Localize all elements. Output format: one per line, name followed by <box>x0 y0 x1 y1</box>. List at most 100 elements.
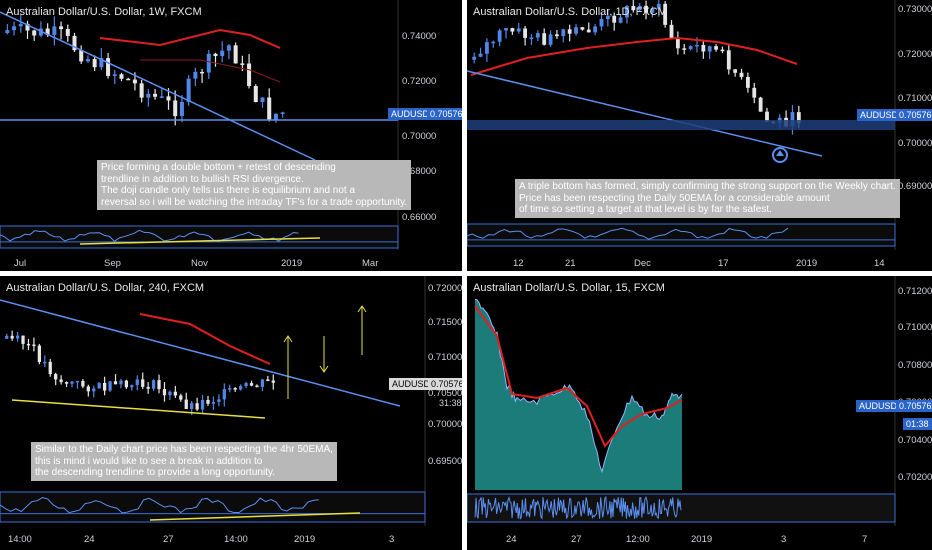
candle-body <box>714 46 718 50</box>
candle-body <box>32 344 36 347</box>
chart-title: Australian Dollar/U.S. Dollar, 1D, FXCM <box>473 6 667 18</box>
candle-body <box>267 97 272 120</box>
candle-body <box>529 37 534 40</box>
candle-body <box>211 401 216 404</box>
y-tick-label: 0.72000 <box>898 49 932 60</box>
candle-body <box>516 28 521 32</box>
candle-body <box>195 403 199 410</box>
candle-body <box>497 30 502 42</box>
oscillator-line <box>474 495 682 520</box>
chart-panel-weekly[interactable]: Australian Dollar/U.S. Dollar, 1W, FXCM … <box>0 0 462 271</box>
candle-body <box>555 34 559 37</box>
candle-body <box>112 74 117 76</box>
y-tick-label: 0.69000 <box>898 181 932 192</box>
candle-body <box>132 79 137 84</box>
analysis-note: A triple bottom has formed, simply confi… <box>515 179 900 218</box>
x-tick-label: 14:00 <box>8 534 32 545</box>
candle-body <box>25 23 30 31</box>
candle-body <box>15 335 20 339</box>
oscillator-line <box>0 496 319 514</box>
candle-body <box>103 382 107 391</box>
x-tick-label: 24 <box>506 534 517 545</box>
chart-panel-daily[interactable]: Australian Dollar/U.S. Dollar, 1D, FXCM … <box>467 0 932 271</box>
price-tag-label: AUDUSD <box>388 108 433 120</box>
candle-body <box>70 381 74 384</box>
price-tag-value: 0.70576 <box>896 109 932 121</box>
candle-body <box>478 53 483 57</box>
arrow-up-icon <box>772 147 788 163</box>
candle-body <box>59 379 63 383</box>
candle-body <box>739 72 744 77</box>
chart-weekly-svg <box>0 0 399 250</box>
candle-body <box>675 38 680 49</box>
candle-body <box>523 28 528 38</box>
y-tick-label: 0.71500 <box>428 317 462 328</box>
candle-body <box>166 96 171 101</box>
candle-body <box>130 385 134 388</box>
chart-title: Australian Dollar/U.S. Dollar, 15, FXCM <box>473 282 665 294</box>
arrow-up-head <box>776 150 784 156</box>
candle-body <box>106 58 111 76</box>
candle-body <box>612 15 617 23</box>
chart-h4-svg <box>0 276 426 526</box>
candle-body <box>695 44 699 47</box>
candle-body <box>650 8 655 13</box>
candle-body <box>765 111 769 122</box>
chart-panel-m15[interactable]: Australian Dollar/U.S. Dollar, 15, FXCM … <box>467 276 932 550</box>
y-tick-label: 0.72000 <box>402 76 437 87</box>
x-tick-label: 2019 <box>294 534 316 545</box>
candle-body <box>52 26 57 35</box>
candle-body <box>32 30 37 36</box>
candle-body <box>271 380 275 383</box>
candle-body <box>184 399 188 410</box>
x-tick-label: Dec <box>634 258 651 269</box>
x-tick-label: 2019 <box>691 534 713 545</box>
candle-body <box>85 59 90 62</box>
price-tag-value: 0.70576 <box>427 108 462 120</box>
candle-body <box>548 34 553 45</box>
candle-body <box>86 386 90 392</box>
y-tick-label: 0.69500 <box>428 456 462 467</box>
candle-body <box>733 69 738 73</box>
chart-panel-h4[interactable]: Australian Dollar/U.S. Dollar, 240, FXCM… <box>0 276 462 550</box>
candle-body <box>26 343 31 346</box>
x-tick-label: 3 <box>781 534 787 545</box>
oscillator-line <box>0 229 299 242</box>
candle-body <box>701 44 706 52</box>
y-tick-label: 0.71000 <box>898 93 932 104</box>
candle-body <box>92 388 96 392</box>
candle-body <box>656 3 661 9</box>
chart-m15-svg <box>467 276 896 526</box>
candle-body <box>574 27 578 34</box>
candle-body <box>663 3 668 25</box>
candle-body <box>790 112 795 127</box>
chart-daily-svg <box>467 0 896 250</box>
x-tick-label: 17 <box>718 258 729 269</box>
candle-body <box>59 26 64 30</box>
candle-body <box>644 5 648 13</box>
x-tick-label: 7 <box>862 534 868 545</box>
candle-body <box>179 101 184 117</box>
y-tick-label: 0.74000 <box>402 31 437 42</box>
candle-body <box>567 29 572 34</box>
x-tick-label: 14 <box>874 258 885 269</box>
candle-body <box>247 63 252 87</box>
candle-body <box>5 30 10 34</box>
candle-body <box>126 78 131 81</box>
candle-body <box>260 379 265 387</box>
candle-body <box>146 386 150 389</box>
x-tick-label: 12:00 <box>626 534 650 545</box>
price-tag-value: 0.70576 <box>428 378 462 390</box>
candle-body <box>260 97 265 102</box>
candle-body <box>159 96 164 98</box>
countdown-timer: 31:38 <box>436 397 462 409</box>
y-tick-label: 0.70000 <box>898 138 932 149</box>
candle-body <box>45 28 50 35</box>
price-line <box>474 298 683 474</box>
ema-50-line <box>470 36 798 76</box>
ema-50-line <box>474 305 683 448</box>
candle-body <box>119 380 123 385</box>
candle-body <box>240 63 245 65</box>
candle-body <box>280 112 285 114</box>
candle-body <box>542 33 547 45</box>
